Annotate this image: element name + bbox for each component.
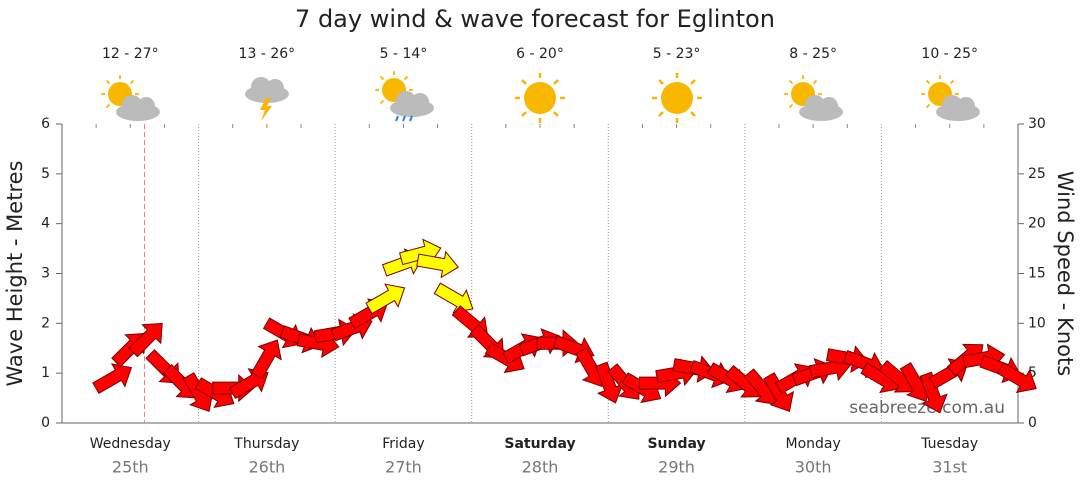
temperature-range: 10 - 25° xyxy=(921,46,978,62)
temperature-range: 12 - 27° xyxy=(102,46,159,62)
day-label: Thursday xyxy=(233,436,299,452)
y-axis-title: Wave Height - Metres xyxy=(3,161,27,387)
temperature-range: 8 - 25° xyxy=(789,46,837,62)
wind-arrow xyxy=(416,250,460,279)
temperature-range: 6 - 20° xyxy=(516,46,564,62)
wind-arrow xyxy=(763,372,794,412)
date-label: 25th xyxy=(112,458,149,477)
y2-tick-label: 15 xyxy=(1028,266,1046,282)
y2-tick-label: 0 xyxy=(1028,415,1037,431)
date-label: 27th xyxy=(385,458,422,477)
y-tick-label: 2 xyxy=(41,315,50,331)
day-label: Saturday xyxy=(504,436,575,452)
temperature-range: 13 - 26° xyxy=(239,46,296,62)
wind-arrow xyxy=(996,362,1037,394)
y-tick-label: 0 xyxy=(41,415,50,431)
y2-tick-label: 20 xyxy=(1028,216,1046,232)
y2-tick-label: 25 xyxy=(1028,166,1046,182)
day-label: Tuesday xyxy=(920,436,978,452)
rain-icon xyxy=(375,71,434,122)
y-tick-label: 4 xyxy=(41,216,50,232)
y-tick-label: 3 xyxy=(41,266,50,282)
day-label: Friday xyxy=(382,436,424,452)
watermark: seabreeze.com.au xyxy=(849,398,1005,418)
date-label: 28th xyxy=(522,458,559,477)
y2-tick-label: 10 xyxy=(1028,315,1046,331)
weather-icons xyxy=(101,71,980,125)
wind-arrow xyxy=(250,339,282,380)
date-label: 29th xyxy=(658,458,695,477)
day-label: Wednesday xyxy=(90,436,171,452)
y2-axis-title: Wind Speed - Knots xyxy=(1053,171,1077,376)
wind-arrow xyxy=(365,283,406,315)
date-label: 26th xyxy=(248,458,285,477)
temperature-range: 5 - 14° xyxy=(380,46,428,62)
wind-arrow xyxy=(919,371,948,414)
y-tick-label: 1 xyxy=(41,365,50,381)
y2-tick-label: 5 xyxy=(1028,365,1037,381)
day-label: Sunday xyxy=(647,436,705,452)
wind-arrow xyxy=(595,361,624,404)
day-label: Monday xyxy=(786,436,841,452)
wind-arrow xyxy=(92,363,133,395)
chart-title: 7 day wind & wave forecast for Eglinton xyxy=(295,5,775,33)
date-label: 30th xyxy=(795,458,832,477)
y2-tick-label: 30 xyxy=(1028,116,1046,132)
date-label: 31st xyxy=(932,458,967,477)
storm-icon xyxy=(245,77,289,121)
y-tick-label: 6 xyxy=(41,116,50,132)
temperature-range: 5 - 23° xyxy=(653,46,701,62)
y-tick-label: 5 xyxy=(41,166,50,182)
wind-arrow xyxy=(128,322,163,358)
